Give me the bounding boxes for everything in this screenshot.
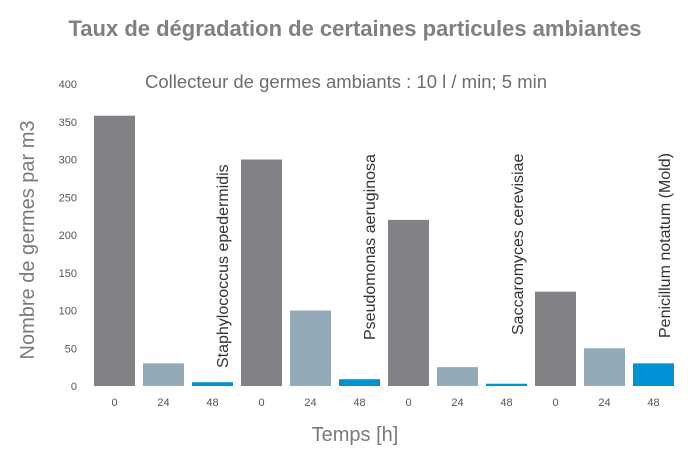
y-tick-label: 100 [59, 306, 77, 318]
bar [584, 348, 625, 386]
x-tick-label: 24 [598, 397, 610, 409]
y-tick-label: 50 [65, 343, 77, 355]
y-tick-label: 200 [59, 230, 77, 242]
x-tick-label: 48 [500, 397, 512, 409]
bar [143, 363, 184, 386]
x-tick-label: 24 [157, 397, 169, 409]
x-tick-label: 0 [258, 397, 264, 409]
group-label: Staphylococcus epedermidis [215, 164, 232, 368]
bar [241, 159, 282, 386]
group-labels: Staphylococcus epedermidis Pseudomonas ae… [215, 153, 674, 368]
group-label: Pseudomonas aeruginosa [362, 154, 379, 340]
bar [486, 383, 527, 386]
x-tick-label: 48 [647, 397, 659, 409]
bar [633, 363, 674, 386]
y-tick-label: 400 [59, 79, 77, 91]
x-tick-label: 48 [206, 397, 218, 409]
chart-subtitle: Collecteur de germes ambiants : 10 l / m… [145, 71, 547, 92]
x-axis: 0 24 48 0 24 48 0 24 48 0 24 48 [111, 397, 659, 409]
chart-title: Taux de dégradation de certaines particu… [69, 16, 642, 41]
bar [94, 115, 135, 387]
y-tick-label: 0 [71, 381, 77, 393]
x-tick-label: 24 [451, 397, 463, 409]
x-tick-label: 0 [111, 397, 117, 409]
bar [535, 291, 576, 386]
x-tick-label: 24 [304, 397, 316, 409]
bar [339, 379, 380, 386]
y-tick-label: 150 [59, 268, 77, 280]
y-axis: 0 50 100 150 200 250 300 350 400 [59, 79, 77, 393]
bar [192, 382, 233, 386]
x-axis-label: Temps [h] [312, 424, 399, 446]
y-axis-label: Nombre de germes par m3 [17, 121, 39, 360]
bars [94, 115, 674, 387]
x-tick-label: 48 [353, 397, 365, 409]
bar [437, 367, 478, 386]
y-tick-label: 300 [59, 155, 77, 167]
y-tick-label: 250 [59, 192, 77, 204]
y-tick-label: 350 [59, 117, 77, 129]
group-label: Saccaromyces cerevisiae [510, 154, 527, 336]
bar [388, 219, 429, 386]
bar [290, 310, 331, 386]
x-tick-label: 0 [405, 397, 411, 409]
x-tick-label: 0 [552, 397, 558, 409]
group-label: Penicillum notatum (Mold) [657, 153, 674, 338]
